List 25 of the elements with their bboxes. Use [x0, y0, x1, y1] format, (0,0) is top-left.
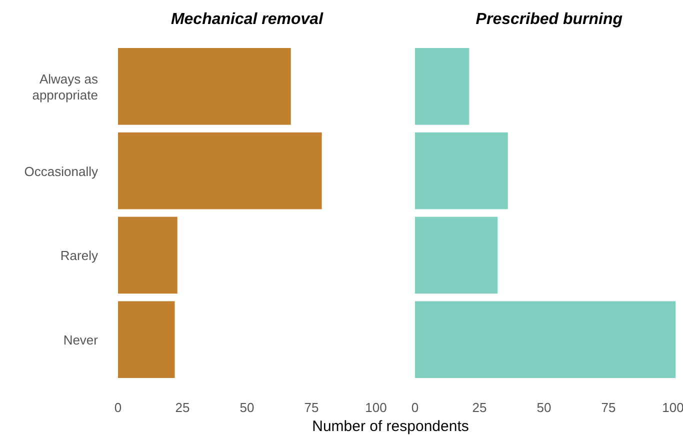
bar	[118, 48, 291, 125]
x-tick-label: 25	[472, 400, 487, 415]
bar	[415, 132, 508, 210]
y-tick-label: Always as appropriate	[32, 71, 98, 102]
x-tick-label: 75	[304, 400, 319, 415]
text: Prescribed burning	[476, 11, 623, 28]
bar	[118, 301, 175, 378]
x-tick-label: 50	[240, 400, 254, 415]
x-tick-label: 75	[601, 400, 616, 415]
y-tick-label: Rarely	[60, 248, 98, 264]
x-axis-title: Number of respondents	[312, 418, 469, 435]
x-tick-label: 0	[411, 400, 419, 415]
x-tick-label: 0	[114, 400, 122, 415]
x-tick-label: 50	[536, 400, 552, 415]
bar	[118, 216, 178, 294]
bar	[415, 48, 470, 125]
bar	[118, 132, 322, 210]
chart-title: Mechanical removal	[170, 11, 324, 28]
x-tick-label: 25	[175, 400, 190, 415]
y-tick-label: Occasionally	[24, 164, 98, 179]
bar	[415, 216, 498, 294]
x-tick-label: 100	[365, 400, 387, 415]
bar	[415, 301, 676, 378]
y-tick-label: Never	[63, 332, 99, 348]
x-tick-label: 100	[662, 400, 683, 415]
